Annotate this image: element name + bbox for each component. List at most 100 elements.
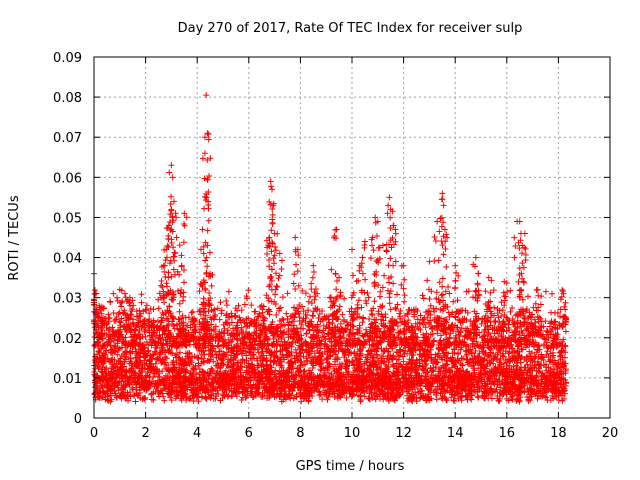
y-axis-label: ROTI / TECUs bbox=[7, 195, 22, 280]
data-point bbox=[366, 390, 373, 397]
data-point bbox=[267, 363, 274, 370]
data-point bbox=[391, 373, 398, 380]
data-point bbox=[277, 362, 284, 369]
data-point bbox=[186, 381, 193, 388]
data-point bbox=[104, 377, 111, 384]
data-point bbox=[433, 373, 440, 379]
data-point bbox=[188, 359, 195, 366]
data-point bbox=[506, 348, 513, 355]
data-point bbox=[156, 351, 163, 358]
data-point bbox=[306, 326, 313, 333]
data-point bbox=[243, 323, 250, 330]
data-point bbox=[558, 387, 565, 394]
data-point bbox=[365, 395, 372, 402]
data-point bbox=[390, 354, 397, 361]
data-point bbox=[317, 353, 324, 360]
data-point bbox=[222, 386, 229, 393]
data-point bbox=[205, 338, 212, 345]
data-point bbox=[375, 308, 382, 315]
data-point bbox=[230, 356, 237, 363]
data-point bbox=[371, 348, 378, 355]
data-point bbox=[130, 377, 137, 384]
data-point bbox=[209, 366, 216, 373]
data-point bbox=[278, 321, 285, 328]
data-point bbox=[363, 326, 370, 333]
data-point bbox=[485, 374, 492, 381]
data-point bbox=[389, 361, 396, 368]
data-point bbox=[449, 321, 456, 328]
data-point bbox=[509, 396, 516, 403]
data-point bbox=[144, 366, 151, 373]
data-point bbox=[216, 316, 223, 323]
data-point bbox=[94, 380, 101, 387]
data-point bbox=[417, 326, 424, 333]
data-point bbox=[554, 368, 561, 375]
data-point bbox=[491, 304, 498, 311]
data-point bbox=[227, 349, 234, 356]
data-point bbox=[393, 360, 400, 367]
data-point bbox=[339, 311, 346, 318]
data-point bbox=[420, 331, 427, 338]
data-point bbox=[212, 323, 219, 330]
data-point bbox=[416, 388, 423, 395]
data-point bbox=[368, 370, 375, 377]
data-point bbox=[350, 369, 357, 376]
data-point bbox=[438, 332, 445, 339]
data-point bbox=[491, 343, 498, 350]
data-point bbox=[311, 353, 318, 360]
data-point bbox=[214, 387, 221, 394]
data-point bbox=[267, 357, 274, 364]
data-point bbox=[485, 329, 492, 336]
data-point bbox=[220, 353, 227, 360]
data-point bbox=[114, 351, 121, 358]
data-point bbox=[562, 367, 569, 374]
data-point bbox=[519, 346, 526, 353]
data-point bbox=[102, 351, 109, 358]
data-point bbox=[509, 316, 516, 323]
data-point bbox=[374, 376, 381, 383]
data-point bbox=[402, 347, 409, 354]
data-point bbox=[499, 352, 506, 359]
data-point bbox=[497, 384, 504, 391]
data-point bbox=[108, 356, 115, 363]
data-point bbox=[208, 347, 215, 354]
data-point bbox=[543, 367, 550, 374]
data-point bbox=[119, 385, 126, 392]
data-point bbox=[547, 345, 554, 352]
data-point bbox=[482, 370, 489, 377]
data-point bbox=[486, 368, 493, 375]
data-point bbox=[334, 368, 341, 375]
data-point bbox=[481, 393, 488, 400]
data-point bbox=[298, 358, 305, 365]
data-point bbox=[126, 360, 133, 367]
data-point bbox=[396, 391, 403, 398]
data-point bbox=[486, 345, 493, 352]
data-point bbox=[374, 370, 381, 377]
chart-title: Day 270 of 2017, Rate Of TEC Index for r… bbox=[178, 21, 523, 36]
data-point bbox=[231, 352, 238, 359]
data-point bbox=[513, 392, 520, 399]
data-point bbox=[119, 372, 126, 379]
data-point bbox=[516, 397, 523, 404]
data-point bbox=[554, 379, 561, 386]
data-point bbox=[530, 355, 537, 362]
data-point bbox=[366, 395, 373, 402]
data-point bbox=[462, 393, 469, 400]
data-point bbox=[215, 351, 222, 358]
data-point bbox=[154, 318, 161, 325]
data-point bbox=[545, 364, 552, 371]
data-points bbox=[91, 92, 570, 405]
data-point bbox=[542, 318, 549, 325]
data-point bbox=[139, 361, 146, 368]
data-point bbox=[217, 397, 224, 404]
data-point bbox=[522, 364, 529, 371]
data-point bbox=[289, 363, 296, 370]
data-point bbox=[434, 375, 441, 382]
x-axis-label: GPS time / hours bbox=[296, 459, 405, 474]
data-point bbox=[517, 359, 524, 366]
data-point bbox=[157, 387, 164, 394]
data-point bbox=[547, 377, 554, 384]
data-point bbox=[475, 394, 482, 401]
data-point bbox=[152, 360, 159, 367]
data-point bbox=[515, 355, 522, 362]
